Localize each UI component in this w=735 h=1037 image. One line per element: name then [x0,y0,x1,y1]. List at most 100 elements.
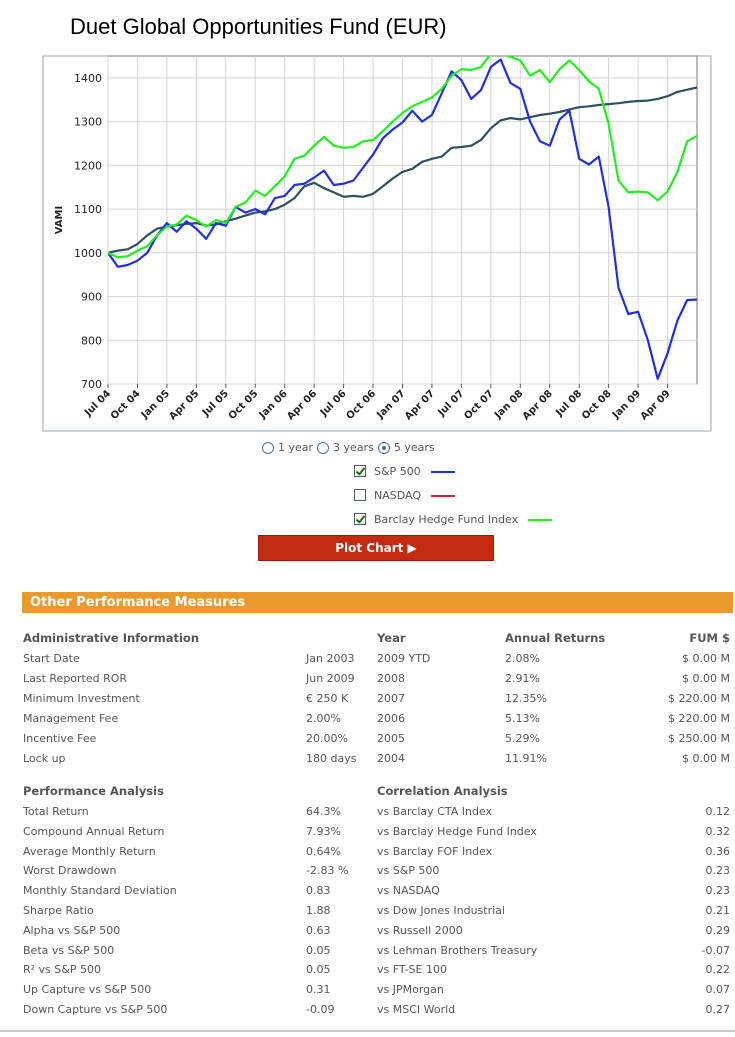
correlation-row-label: vs Lehman Brothers Treasury [377,944,538,957]
performance-row-value: -2.83 % [306,864,349,877]
performance-row-label: Up Capture vs S&P 500 [23,983,152,996]
legend-label: NASDAQ [374,489,422,502]
annual-year: 2007 [377,692,405,705]
correlation-row-label: vs S&P 500 [377,864,440,877]
performance-row-value: 0.64% [306,845,341,858]
admin-heading: Administrative Information [23,631,200,645]
x-tick-label: Oct 06 [345,388,379,422]
annual-return: 2.91% [505,672,540,685]
x-tick-label: Oct 07 [462,388,496,422]
legend-item: S&P 500 [354,465,455,479]
range-radio-0[interactable] [262,442,274,454]
admin-row-label: Management Fee [23,712,119,725]
performance-row-label: Down Capture vs S&P 500 [23,1003,168,1016]
range-selector: 1 year 3 years 5 years [262,441,439,454]
correlation-row-label: vs JPMorgan [377,983,444,996]
correlation-row-value: 0.23 [705,884,731,897]
admin-row-value: € 250 K [306,692,349,705]
performance-row-value: 1.88 [306,904,331,917]
admin-row-label: Incentive Fee [23,732,97,745]
performance-row-label: Monthly Standard Deviation [23,884,177,897]
legend-swatch [431,495,456,497]
y-tick-label: 700 [81,378,102,391]
x-tick-label: Jan 06 [257,388,290,421]
range-label: 1 year [278,441,314,454]
performance-row-value: 0.05 [306,963,331,976]
x-tick-label: Jan 09 [610,388,643,421]
legend-label: S&P 500 [374,465,421,478]
legend-checkbox[interactable] [354,489,366,501]
annual-return: 5.29% [505,732,540,745]
divider [0,1030,735,1032]
fum-heading: FUM $ [689,631,730,645]
annual-return: 2.08% [505,652,540,665]
y-tick-label: 1100 [74,203,102,216]
series-line-1 [108,58,697,380]
section-header: Other Performance Measures [22,592,733,613]
x-tick-label: Apr 05 [167,388,201,422]
y-tick-label: 800 [81,334,102,347]
admin-row-label: Minimum Investment [23,692,140,705]
performance-heading: Performance Analysis [23,784,164,798]
range-label: 3 years [333,441,374,454]
y-tick-label: 1000 [74,247,102,260]
annual-fum: $ 0.00 M [682,752,730,765]
y-tick-label: 1300 [74,116,102,129]
x-tick-label: Oct 04 [109,388,143,422]
x-tick-label: Apr 09 [639,388,673,422]
performance-row-value: 0.63 [306,924,331,937]
x-tick-label: Oct 08 [580,388,614,422]
legend-swatch [528,519,553,521]
y-tick-label: 1200 [74,159,102,172]
x-tick-label: Apr 07 [403,388,437,422]
admin-row-value: Jun 2009 [306,672,355,685]
x-tick-label: Apr 08 [521,388,555,422]
annual-fum: $ 220.00 M [668,712,730,725]
x-tick-label: Jan 05 [139,388,172,421]
performance-row-value: 0.05 [306,944,331,957]
correlation-row-value: -0.07 [701,944,730,957]
annual-return: 11.91% [505,752,547,765]
annual-fum: $ 220.00 M [668,692,730,705]
x-tick-label: Oct 05 [227,388,261,422]
range-radio-2[interactable] [377,442,390,454]
annual-fum: $ 0.00 M [682,672,730,685]
annual-year: 2005 [377,732,405,745]
correlation-row-value: 0.22 [705,963,731,976]
x-tick-label: Apr 06 [285,388,319,422]
plot-chart-button[interactable]: Plot Chart ▶ [258,535,494,561]
correlation-row-value: 0.36 [705,845,731,858]
performance-row-label: Average Monthly Return [23,845,156,858]
correlation-row-value: 0.27 [705,1003,731,1016]
correlation-row-label: vs Barclay Hedge Fund Index [377,825,537,838]
correlation-row-value: 0.29 [705,924,731,937]
y-axis-label: VAMI [54,206,65,234]
admin-row-value: 20.00% [306,732,348,745]
performance-row-label: Worst Drawdown [23,864,117,877]
annual-return: 5.13% [505,712,540,725]
annual-year: 2008 [377,672,405,685]
correlation-heading: Correlation Analysis [377,784,508,798]
correlation-row-label: vs MSCI World [377,1003,456,1016]
performance-row-value: 64.3% [306,805,341,818]
range-label: 5 years [393,441,435,454]
y-tick-label: 1400 [74,72,102,85]
admin-row-label: Lock up [23,752,66,765]
admin-row-value: 2.00% [306,712,341,725]
annual-fum: $ 250.00 M [668,732,730,745]
admin-row-value: 180 days [306,752,357,765]
legend-swatch [430,471,455,473]
correlation-row-value: 0.32 [705,825,731,838]
x-tick-label: Jan 08 [492,388,525,421]
correlation-row-label: vs Barclay CTA Index [377,805,493,818]
annual-year: 2009 YTD [377,652,431,665]
legend-checkbox[interactable] [354,465,366,477]
range-radio-1[interactable] [317,442,330,454]
correlation-row-label: vs Russell 2000 [377,924,463,937]
performance-row-value: -0.09 [306,1003,335,1016]
legend-checkbox[interactable] [354,513,366,525]
annual-fum: $ 0.00 M [682,652,730,665]
legend-item: NASDAQ [354,489,456,503]
correlation-row-value: 0.12 [705,805,731,818]
